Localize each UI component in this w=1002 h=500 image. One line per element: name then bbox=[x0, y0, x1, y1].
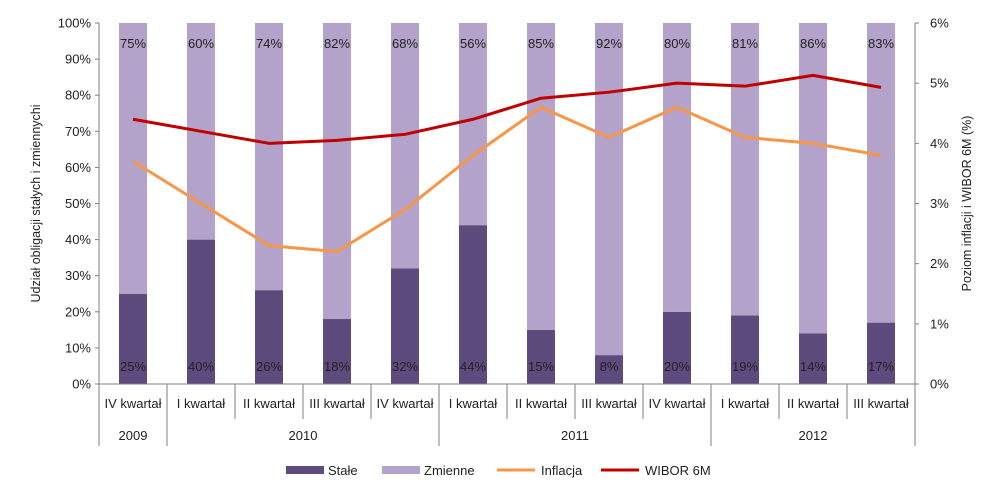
bar-label-zmienne: 80% bbox=[664, 36, 690, 51]
y2-tick-label: 3% bbox=[930, 196, 949, 211]
year-label: 2010 bbox=[289, 428, 318, 443]
bar-label-stale: 15% bbox=[528, 359, 554, 374]
bar-zmienne bbox=[595, 23, 623, 356]
bar-stale bbox=[255, 290, 283, 384]
bar-label-stale: 26% bbox=[256, 359, 282, 374]
year-label: 2009 bbox=[119, 428, 148, 443]
legend: Stałe Zmienne Inflacja WIBOR 6M bbox=[286, 463, 711, 478]
y-tick-label: 30% bbox=[65, 268, 91, 283]
y-tick-label: 10% bbox=[65, 340, 91, 355]
lines-layer bbox=[132, 73, 882, 254]
bar-label-stale: 17% bbox=[868, 359, 894, 374]
bar-stale bbox=[187, 239, 215, 384]
bar-label-stale: 14% bbox=[800, 359, 826, 374]
bar-zmienne bbox=[459, 23, 487, 226]
category-label: II kwartał bbox=[787, 396, 839, 411]
y-tick-label: 90% bbox=[65, 52, 91, 67]
category-label: III kwartał bbox=[853, 396, 909, 411]
bar-zmienne bbox=[799, 23, 827, 334]
year-label: 2012 bbox=[799, 428, 828, 443]
bar-zmienne bbox=[663, 23, 691, 312]
bar-stale bbox=[527, 329, 555, 384]
bar-label-zmienne: 92% bbox=[596, 36, 622, 51]
line-wibor-6m bbox=[132, 73, 882, 145]
bar-zmienne bbox=[391, 23, 419, 269]
bar-label-stale: 19% bbox=[732, 359, 758, 374]
category-label: IV kwartał bbox=[376, 396, 433, 411]
bar-stale bbox=[119, 293, 147, 384]
bar-labels-layer: 75% 25% 60% 40% 74% 26% 82% 18% 68% 32% 56% 44% 85% 1… bbox=[120, 36, 894, 374]
legend-stale-swatch bbox=[286, 466, 324, 474]
y2-tick-label: 4% bbox=[930, 136, 949, 151]
legend-zmienne-label: Zmienne bbox=[424, 463, 475, 478]
y-tick-label: 50% bbox=[65, 196, 91, 211]
bars-layer bbox=[119, 23, 895, 384]
bar-zmienne bbox=[527, 23, 555, 330]
bar-label-stale: 8% bbox=[600, 359, 619, 374]
bar-label-zmienne: 75% bbox=[120, 36, 146, 51]
bar-stale bbox=[731, 315, 759, 384]
y-tick-label: 80% bbox=[65, 88, 91, 103]
axes-layer: 0% 10% 20% 30% 40% 50% 60% 70% 80% 90% 100% 0% 1% 2% 3… bbox=[29, 16, 974, 446]
bar-label-zmienne: 83% bbox=[868, 36, 894, 51]
bar-zmienne bbox=[867, 23, 895, 323]
y-tick-label: 60% bbox=[65, 160, 91, 175]
category-label: I kwartał bbox=[721, 396, 770, 411]
bar-label-stale: 18% bbox=[324, 359, 350, 374]
bar-stale bbox=[663, 311, 691, 384]
y-tick-label: 100% bbox=[58, 16, 92, 31]
y-axis-title: Udział obligacji stałych i zmiennychi bbox=[29, 105, 43, 303]
category-label: II kwartał bbox=[515, 396, 567, 411]
bar-label-zmienne: 82% bbox=[324, 36, 350, 51]
bar-zmienne bbox=[255, 23, 283, 291]
y2-tick-label: 5% bbox=[930, 76, 949, 91]
y-tick-label: 40% bbox=[65, 232, 91, 247]
category-label: III kwartał bbox=[581, 396, 637, 411]
legend-stale-label: Stałe bbox=[328, 463, 358, 478]
bar-label-zmienne: 74% bbox=[256, 36, 282, 51]
legend-inflacja-label: Inflacja bbox=[541, 463, 583, 478]
y2-tick-label: 6% bbox=[930, 16, 949, 31]
bar-stale bbox=[867, 322, 895, 384]
bar-label-zmienne: 81% bbox=[732, 36, 758, 51]
bar-stale bbox=[323, 319, 351, 384]
category-label: IV kwartał bbox=[648, 396, 705, 411]
bar-label-zmienne: 85% bbox=[528, 36, 554, 51]
line-inflacja bbox=[132, 105, 882, 254]
bar-label-stale: 25% bbox=[120, 359, 146, 374]
bar-label-zmienne: 56% bbox=[460, 36, 486, 51]
y2-tick-label: 0% bbox=[930, 377, 949, 392]
bar-label-zmienne: 86% bbox=[800, 36, 826, 51]
bar-zmienne bbox=[731, 23, 759, 316]
bar-label-stale: 40% bbox=[188, 359, 214, 374]
y2-tick-label: 1% bbox=[930, 316, 949, 331]
bar-label-stale: 44% bbox=[460, 359, 486, 374]
category-label: I kwartał bbox=[449, 396, 498, 411]
bar-label-zmienne: 68% bbox=[392, 36, 418, 51]
bar-stale bbox=[391, 268, 419, 384]
year-label: 2011 bbox=[561, 428, 589, 443]
category-label: III kwartał bbox=[309, 396, 365, 411]
category-label: II kwartał bbox=[243, 396, 295, 411]
y2-axis-title: Poziom inflacji i WIBOR 6M (%) bbox=[960, 116, 974, 292]
legend-zmienne-swatch bbox=[382, 466, 420, 474]
bar-stale bbox=[459, 225, 487, 384]
legend-wibor-6m-label: WIBOR 6M bbox=[645, 463, 711, 478]
bar-label-stale: 32% bbox=[392, 359, 418, 374]
category-label: IV kwartał bbox=[104, 396, 161, 411]
bar-stale bbox=[595, 355, 623, 384]
bar-stale bbox=[799, 333, 827, 384]
y-tick-label: 0% bbox=[72, 377, 91, 392]
bar-label-zmienne: 60% bbox=[188, 36, 214, 51]
bar-zmienne bbox=[323, 23, 351, 320]
y2-tick-label: 2% bbox=[930, 256, 949, 271]
y-tick-label: 70% bbox=[65, 124, 91, 139]
y-tick-label: 20% bbox=[65, 304, 91, 319]
category-label: I kwartał bbox=[177, 396, 226, 411]
bar-label-stale: 20% bbox=[664, 359, 690, 374]
bar-zmienne bbox=[119, 23, 147, 294]
